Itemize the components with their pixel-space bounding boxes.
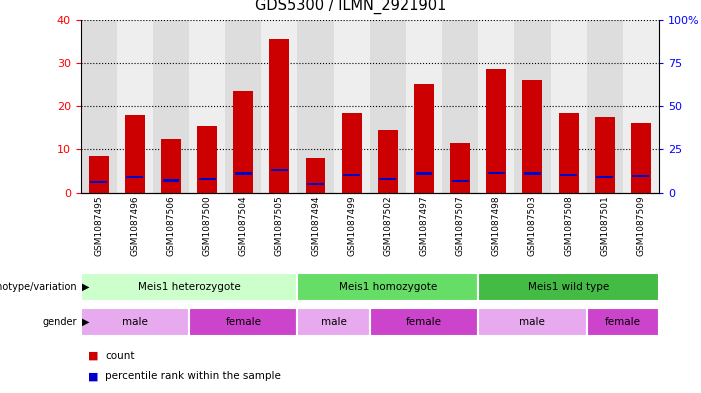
Text: genotype/variation: genotype/variation bbox=[0, 282, 77, 292]
Text: male: male bbox=[519, 317, 545, 327]
Bar bbox=[560, 174, 577, 176]
Bar bbox=[343, 174, 360, 176]
Bar bbox=[369, 20, 406, 193]
Bar bbox=[515, 20, 550, 193]
Bar bbox=[307, 183, 324, 185]
Bar bbox=[235, 173, 252, 174]
Bar bbox=[126, 176, 143, 178]
Bar bbox=[379, 178, 396, 180]
Bar bbox=[297, 308, 369, 336]
Bar bbox=[416, 173, 433, 174]
Bar bbox=[550, 20, 587, 193]
Bar bbox=[81, 308, 189, 336]
Bar bbox=[587, 20, 622, 193]
Bar bbox=[198, 178, 216, 180]
Text: female: female bbox=[406, 317, 442, 327]
Bar bbox=[81, 20, 117, 193]
Text: male: male bbox=[320, 317, 346, 327]
Bar bbox=[297, 273, 478, 301]
Bar bbox=[117, 20, 153, 193]
Text: Meis1 homozygote: Meis1 homozygote bbox=[339, 282, 437, 292]
Bar bbox=[225, 20, 261, 193]
Text: ■: ■ bbox=[88, 371, 98, 381]
Bar bbox=[478, 308, 587, 336]
Text: GDS5300 / ILMN_2921901: GDS5300 / ILMN_2921901 bbox=[254, 0, 447, 14]
Bar bbox=[342, 112, 362, 193]
Bar bbox=[631, 123, 651, 193]
Bar bbox=[451, 180, 468, 182]
Text: percentile rank within the sample: percentile rank within the sample bbox=[105, 371, 281, 381]
Bar bbox=[189, 308, 297, 336]
Bar bbox=[594, 117, 615, 193]
Bar bbox=[378, 130, 397, 193]
Bar bbox=[478, 20, 515, 193]
Text: gender: gender bbox=[43, 317, 77, 327]
Bar bbox=[306, 158, 325, 193]
Bar bbox=[442, 20, 478, 193]
Bar bbox=[271, 169, 288, 171]
Text: Meis1 wild type: Meis1 wild type bbox=[528, 282, 609, 292]
Bar bbox=[369, 308, 478, 336]
Bar bbox=[261, 20, 297, 193]
Text: ▶: ▶ bbox=[82, 317, 90, 327]
Bar bbox=[524, 173, 541, 174]
Bar bbox=[153, 20, 189, 193]
Bar bbox=[414, 84, 434, 193]
Text: male: male bbox=[122, 317, 148, 327]
Bar bbox=[478, 273, 659, 301]
Bar bbox=[632, 175, 649, 177]
Bar bbox=[622, 20, 659, 193]
Bar bbox=[522, 80, 543, 193]
Bar bbox=[334, 20, 370, 193]
Text: Meis1 heterozygote: Meis1 heterozygote bbox=[137, 282, 240, 292]
Bar bbox=[486, 69, 506, 193]
Bar bbox=[450, 143, 470, 193]
Bar bbox=[189, 20, 225, 193]
Bar bbox=[488, 172, 505, 174]
Bar bbox=[559, 112, 578, 193]
Text: ■: ■ bbox=[88, 351, 98, 361]
Text: female: female bbox=[225, 317, 261, 327]
Bar bbox=[269, 39, 290, 193]
Bar bbox=[125, 115, 145, 193]
Bar bbox=[163, 179, 179, 182]
Bar bbox=[233, 91, 253, 193]
Bar bbox=[81, 273, 297, 301]
Bar bbox=[297, 20, 334, 193]
Text: female: female bbox=[605, 317, 641, 327]
Bar bbox=[197, 125, 217, 193]
Bar bbox=[161, 138, 181, 193]
Bar bbox=[587, 308, 659, 336]
Bar bbox=[406, 20, 442, 193]
Text: count: count bbox=[105, 351, 135, 361]
Bar bbox=[597, 176, 613, 178]
Text: ▶: ▶ bbox=[82, 282, 90, 292]
Bar bbox=[89, 156, 109, 193]
Bar bbox=[90, 181, 107, 183]
